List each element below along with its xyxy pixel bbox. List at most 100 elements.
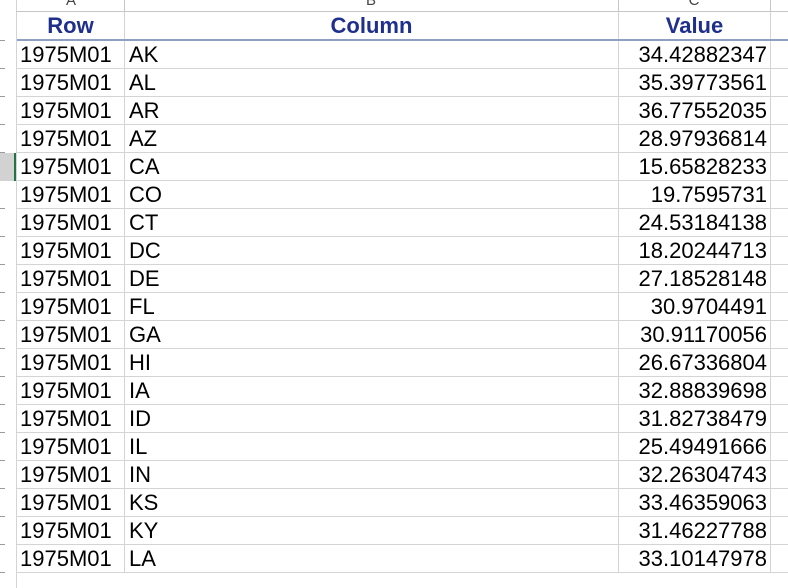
cell-value[interactable]: 31.46227788: [619, 517, 771, 544]
cell-column[interactable]: CT: [125, 209, 619, 236]
cell-value[interactable]: 30.91170056: [619, 321, 771, 348]
cell-value[interactable]: 26.67336804: [619, 349, 771, 376]
cell-column[interactable]: DC: [125, 237, 619, 264]
cell-value[interactable]: 18.20244713: [619, 237, 771, 264]
row-boundary-tick: [0, 236, 5, 237]
header-cell-column[interactable]: Column: [125, 12, 619, 39]
column-letter-b[interactable]: B: [365, 0, 376, 9]
header-cell-value[interactable]: Value: [619, 12, 771, 39]
column-letter-a[interactable]: A: [65, 0, 76, 9]
column-separator[interactable]: [618, 0, 619, 11]
cell-value[interactable]: 32.88839698: [619, 377, 771, 404]
table-row: 1975M01 IN 32.26304743: [17, 461, 788, 489]
cell-row[interactable]: 1975M01: [17, 545, 125, 572]
cell-row[interactable]: 1975M01: [17, 69, 125, 96]
cell-column[interactable]: LA: [125, 545, 619, 572]
row-boundary-tick: [0, 544, 5, 545]
cell-row[interactable]: 1975M01: [17, 349, 125, 376]
cell-column[interactable]: IA: [125, 377, 619, 404]
row-boundary-tick: [0, 320, 5, 321]
table-row: 1975M01 AL 35.39773561: [17, 69, 788, 97]
cell-value[interactable]: 19.7595731: [619, 181, 771, 208]
column-separator[interactable]: [770, 0, 771, 11]
cell-value[interactable]: 25.49491666: [619, 433, 771, 460]
cell-row[interactable]: 1975M01: [17, 321, 125, 348]
row-boundary-tick: [0, 124, 5, 125]
cell-row[interactable]: 1975M01: [17, 461, 125, 488]
cell-column[interactable]: KY: [125, 517, 619, 544]
cell-value[interactable]: 30.9704491: [619, 293, 771, 320]
cell-column[interactable]: AL: [125, 69, 619, 96]
cell-value[interactable]: 36.77552035: [619, 97, 771, 124]
row-boundary-tick: [0, 376, 5, 377]
table-body: 1975M01 AK 34.42882347 1975M01 AL 35.39773561…: [17, 41, 788, 573]
column-header-strip[interactable]: A B C: [16, 0, 788, 12]
table-row: 1975M01 DE 27.18528148: [17, 265, 788, 293]
table-row: 1975M01 KY 31.46227788: [17, 517, 788, 545]
cell-value[interactable]: 15.65828233: [619, 153, 771, 180]
selected-row-marker[interactable]: [0, 153, 16, 181]
cell-column[interactable]: AZ: [125, 125, 619, 152]
row-boundary-tick: [0, 292, 5, 293]
table-row: 1975M01 IA 32.88839698: [17, 377, 788, 405]
cell-value[interactable]: 27.18528148: [619, 265, 771, 292]
cell-value[interactable]: 33.46359063: [619, 489, 771, 516]
table-row: 1975M01 ID 31.82738479: [17, 405, 788, 433]
row-boundary-tick: [0, 96, 5, 97]
cell-column[interactable]: HI: [125, 349, 619, 376]
cell-value[interactable]: 28.97936814: [619, 125, 771, 152]
header-cell-row[interactable]: Row: [17, 12, 125, 39]
row-boundary-tick: [0, 488, 5, 489]
cell-column[interactable]: IL: [125, 433, 619, 460]
cell-column[interactable]: CO: [125, 181, 619, 208]
cell-row[interactable]: 1975M01: [17, 209, 125, 236]
row-boundary-tick: [0, 264, 5, 265]
row-header-strip[interactable]: [0, 0, 17, 588]
row-boundary-tick: [0, 348, 5, 349]
cell-value[interactable]: 33.10147978: [619, 545, 771, 572]
table-row: 1975M01 AR 36.77552035: [17, 97, 788, 125]
row-boundary-tick: [0, 152, 5, 153]
cell-column[interactable]: KS: [125, 489, 619, 516]
row-boundary-tick: [0, 572, 5, 573]
cell-row[interactable]: 1975M01: [17, 153, 125, 180]
table-row: 1975M01 AK 34.42882347: [17, 41, 788, 69]
table-row: 1975M01 LA 33.10147978: [17, 545, 788, 573]
cell-row[interactable]: 1975M01: [17, 517, 125, 544]
row-boundary-tick: [0, 460, 5, 461]
cell-row[interactable]: 1975M01: [17, 489, 125, 516]
column-letter-c[interactable]: C: [688, 0, 700, 9]
cell-row[interactable]: 1975M01: [17, 377, 125, 404]
row-boundary-tick: [0, 516, 5, 517]
cell-value[interactable]: 34.42882347: [619, 41, 771, 68]
cell-row[interactable]: 1975M01: [17, 433, 125, 460]
cell-column[interactable]: AK: [125, 41, 619, 68]
cell-column[interactable]: CA: [125, 153, 619, 180]
cell-value[interactable]: 24.53184138: [619, 209, 771, 236]
table-row: 1975M01 CO 19.7595731: [17, 181, 788, 209]
cell-value[interactable]: 31.82738479: [619, 405, 771, 432]
table-row: 1975M01 IL 25.49491666: [17, 433, 788, 461]
cell-row[interactable]: 1975M01: [17, 125, 125, 152]
row-boundary-tick: [0, 432, 5, 433]
table-row: 1975M01 KS 33.46359063: [17, 489, 788, 517]
row-boundary-tick: [0, 40, 5, 41]
table-row: 1975M01 FL 30.9704491: [17, 293, 788, 321]
cell-value[interactable]: 35.39773561: [619, 69, 771, 96]
cell-column[interactable]: IN: [125, 461, 619, 488]
cell-value[interactable]: 32.26304743: [619, 461, 771, 488]
cell-column[interactable]: AR: [125, 97, 619, 124]
cell-row[interactable]: 1975M01: [17, 293, 125, 320]
cell-row[interactable]: 1975M01: [17, 237, 125, 264]
cell-column[interactable]: GA: [125, 321, 619, 348]
cell-row[interactable]: 1975M01: [17, 97, 125, 124]
cell-row[interactable]: 1975M01: [17, 181, 125, 208]
column-separator[interactable]: [124, 0, 125, 11]
cell-row[interactable]: 1975M01: [17, 405, 125, 432]
cell-column[interactable]: ID: [125, 405, 619, 432]
spreadsheet-grid: Row Column Value 1975M01 AK 34.42882347 197…: [17, 12, 788, 573]
cell-column[interactable]: DE: [125, 265, 619, 292]
cell-row[interactable]: 1975M01: [17, 41, 125, 68]
cell-row[interactable]: 1975M01: [17, 265, 125, 292]
cell-column[interactable]: FL: [125, 293, 619, 320]
